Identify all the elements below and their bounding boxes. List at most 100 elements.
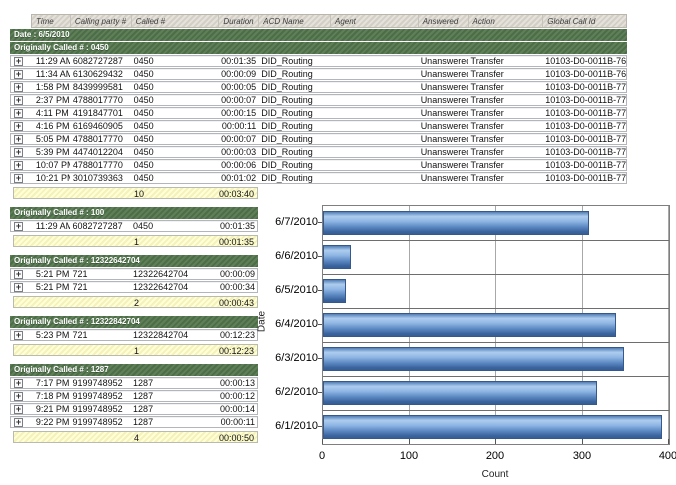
cell-duration: 00:00:06 — [221, 160, 257, 170]
x-tick-label: 400 — [658, 450, 676, 462]
expand-icon[interactable]: + — [14, 172, 23, 183]
cell-duration: 00:00:11 — [221, 121, 257, 131]
column-header-row: Time Calling party # Called # Duration ACD N… — [31, 14, 627, 28]
expand-icon[interactable]: + — [14, 81, 23, 92]
chart-category-separator — [323, 410, 669, 411]
cell-calling: 721 — [72, 269, 88, 279]
y-tick-mark — [318, 426, 322, 427]
expand-icon[interactable]: + — [14, 329, 23, 340]
expand-icon[interactable]: + — [14, 107, 23, 118]
cell-duration: 00:00:07 — [221, 134, 257, 144]
cell-action: Transfer — [470, 160, 504, 170]
cell-calling: 4788017770 — [72, 95, 123, 105]
cell-action: Transfer — [470, 56, 504, 66]
column-header-acd: ACD Name — [258, 15, 330, 27]
table-row: +5:21 PM 721 12322642704 00:00:09 — [10, 268, 258, 280]
expand-icon[interactable]: + — [14, 220, 23, 231]
column-header-duration: Duration — [218, 15, 258, 27]
table-row: +11:29 AM 6082727287 0450 00:01:35 — [10, 220, 258, 232]
cell-time: 9:22 PM — [35, 417, 70, 427]
expand-cell: + — [11, 172, 33, 183]
bar — [323, 211, 589, 235]
cell-global: 10103-D0-0011B-77F — [545, 173, 626, 183]
x-tick-mark — [409, 439, 410, 444]
cell-duration: 00:12:23 — [219, 330, 255, 340]
cell-called: 0450 — [133, 147, 154, 157]
cell-answered: Unanswered — [420, 147, 468, 157]
cell-time: 7:17 PM — [35, 378, 70, 388]
cell-duration: 00:00:34 — [219, 282, 255, 292]
expand-cell: + — [11, 329, 33, 340]
cell-called: 12322842704 — [133, 330, 189, 340]
expand-cell: + — [11, 146, 33, 157]
expand-icon[interactable]: + — [14, 146, 23, 157]
cell-time: 9:21 PM — [35, 404, 70, 414]
cell-called: 1287 — [133, 417, 154, 427]
x-tick-mark — [582, 439, 583, 444]
expand-cell: + — [11, 377, 33, 388]
cell-action: Transfer — [470, 82, 504, 92]
cell-calling: 9199748952 — [72, 417, 123, 427]
group-summary-row: 1 00:12:23 — [13, 344, 258, 356]
expand-icon[interactable]: + — [14, 390, 23, 401]
cell-acd: DID_Routing — [261, 173, 313, 183]
table-row: +1:58 PM 8439999581 0450 00:00:05 DID_Routin… — [10, 81, 627, 93]
group-header-band: Originally Called # : 1287 — [10, 364, 258, 376]
cell-calling: 4474012204 — [72, 147, 123, 157]
cell-called: 0450 — [133, 82, 154, 92]
group-summary-row: 10 00:03:40 — [13, 187, 258, 199]
table-row: +2:37 PM 4788017770 0450 00:00:07 DID_Routin… — [10, 94, 627, 106]
cell-called: 0450 — [133, 95, 154, 105]
summary-duration: 00:12:23 — [218, 346, 254, 356]
expand-icon[interactable]: + — [14, 268, 23, 279]
y-tick-mark — [318, 256, 322, 257]
expand-cell: + — [11, 159, 33, 170]
expand-icon[interactable]: + — [14, 281, 23, 292]
expand-icon[interactable]: + — [14, 94, 23, 105]
chart-category-separator — [323, 274, 669, 275]
expand-icon[interactable]: + — [14, 133, 23, 144]
expand-icon[interactable]: + — [14, 120, 23, 131]
table-row: +5:21 PM 721 12322642704 00:00:34 — [10, 281, 258, 293]
y-tick-label: 6/5/2010 — [275, 284, 318, 296]
table-row: +9:21 PM 9199748952 1287 00:00:14 — [10, 403, 258, 415]
cell-acd: DID_Routing — [261, 147, 313, 157]
expand-cell: + — [11, 55, 33, 66]
cell-time: 5:05 PM — [35, 134, 70, 144]
expand-cell: + — [11, 390, 33, 401]
cell-global: 10103-D0-0011B-778 — [545, 147, 626, 157]
expand-icon[interactable]: + — [14, 403, 23, 414]
cell-time: 5:23 PM — [35, 330, 70, 340]
cell-answered: Unanswered — [420, 173, 468, 183]
table-row: +11:34 AM 6130629432 0450 00:00:09 DID_Routi… — [10, 68, 627, 80]
expand-cell: + — [11, 268, 33, 279]
chart-x-axis-title: Count — [481, 469, 509, 480]
expand-cell: + — [11, 416, 33, 427]
cell-calling: 4191847701 — [72, 108, 123, 118]
cell-time: 4:16 PM — [35, 121, 70, 131]
cell-global: 10103-D0-0011B-772 — [545, 108, 626, 118]
expand-icon[interactable]: + — [14, 377, 23, 388]
cell-calling: 3010739363 — [72, 173, 123, 183]
cell-calling: 6130629432 — [72, 69, 123, 79]
cell-duration: 00:00:13 — [219, 378, 255, 388]
cell-duration: 00:00:09 — [219, 269, 255, 279]
cell-called: 1287 — [133, 391, 154, 401]
cell-time: 5:21 PM — [35, 282, 70, 292]
bar — [323, 245, 351, 269]
expand-icon[interactable]: + — [14, 55, 23, 66]
cell-acd: DID_Routing — [261, 134, 313, 144]
y-tick-label: 6/1/2010 — [275, 420, 318, 432]
column-header-answered: Answered — [417, 15, 468, 27]
column-header-time: Time — [36, 17, 54, 26]
cell-time: 1:58 PM — [35, 82, 70, 92]
expand-icon[interactable]: + — [14, 68, 23, 79]
x-tick-label: 200 — [485, 450, 505, 462]
cell-answered: Unanswered — [420, 69, 468, 79]
expand-icon[interactable]: + — [14, 159, 23, 170]
chart-gridline — [668, 206, 669, 444]
expand-icon[interactable]: + — [14, 416, 23, 427]
cell-called: 0450 — [133, 121, 154, 131]
expand-cell: + — [11, 403, 33, 414]
